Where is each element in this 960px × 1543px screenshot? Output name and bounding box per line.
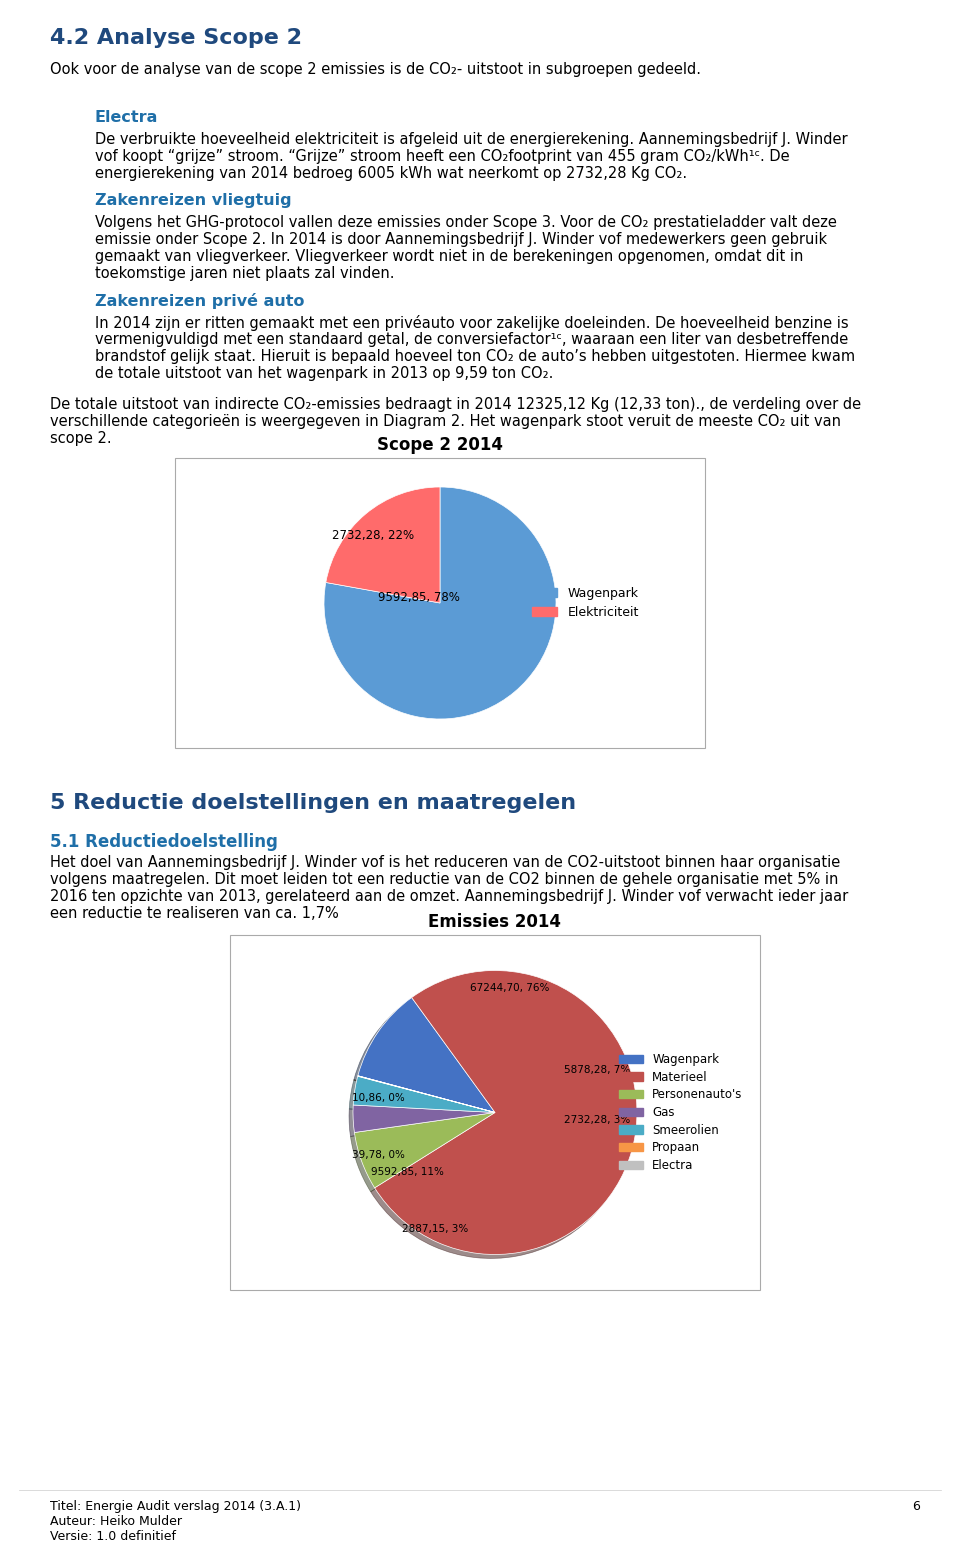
Wedge shape bbox=[353, 1105, 495, 1133]
Text: Auteur: Heiko Mulder: Auteur: Heiko Mulder bbox=[50, 1515, 182, 1528]
Text: gemaakt van vliegverkeer. Vliegverkeer wordt niet in de berekeningen opgenomen, : gemaakt van vliegverkeer. Vliegverkeer w… bbox=[95, 248, 804, 264]
Title: Scope 2 2014: Scope 2 2014 bbox=[377, 435, 503, 454]
Text: 5 Reductie doelstellingen en maatregelen: 5 Reductie doelstellingen en maatregelen bbox=[50, 793, 576, 813]
Text: 9592,85, 78%: 9592,85, 78% bbox=[378, 591, 460, 603]
Text: Zakenreizen privé auto: Zakenreizen privé auto bbox=[95, 293, 304, 309]
Wedge shape bbox=[354, 1113, 495, 1188]
Text: 2732,28, 22%: 2732,28, 22% bbox=[331, 529, 414, 542]
Text: de totale uitstoot van het wagenpark in 2013 op 9,59 ton CO₂.: de totale uitstoot van het wagenpark in … bbox=[95, 366, 553, 381]
Wedge shape bbox=[358, 1075, 495, 1113]
Text: In 2014 zijn er ritten gemaakt met een privéauto voor zakelijke doeleinden. De h: In 2014 zijn er ritten gemaakt met een p… bbox=[95, 315, 849, 332]
Text: vof koopt “grijze” stroom. “Grijze” stroom heeft een CO₂footprint van 455 gram C: vof koopt “grijze” stroom. “Grijze” stro… bbox=[95, 150, 790, 164]
Text: Titel: Energie Audit verslag 2014 (3.A.1): Titel: Energie Audit verslag 2014 (3.A.1… bbox=[50, 1500, 301, 1514]
Text: 6: 6 bbox=[912, 1500, 920, 1514]
Text: De totale uitstoot van indirecte CO₂-emissies bedraagt in 2014 12325,12 Kg (12,3: De totale uitstoot van indirecte CO₂-emi… bbox=[50, 397, 861, 412]
Wedge shape bbox=[325, 488, 440, 603]
Text: scope 2.: scope 2. bbox=[50, 430, 111, 446]
Text: 5.1 Reductiedoelstelling: 5.1 Reductiedoelstelling bbox=[50, 833, 277, 852]
Text: verschillende categorieën is weergegeven in Diagram 2. Het wagenpark stoot verui: verschillende categorieën is weergegeven… bbox=[50, 414, 841, 429]
Wedge shape bbox=[358, 1075, 495, 1113]
Wedge shape bbox=[353, 1075, 495, 1113]
Title: Emissies 2014: Emissies 2014 bbox=[428, 912, 562, 930]
FancyBboxPatch shape bbox=[230, 935, 760, 1290]
Text: Volgens het GHG-protocol vallen deze emissies onder Scope 3. Voor de CO₂ prestat: Volgens het GHG-protocol vallen deze emi… bbox=[95, 214, 837, 230]
Text: een reductie te realiseren van ca. 1,7%: een reductie te realiseren van ca. 1,7% bbox=[50, 906, 339, 921]
Legend: Wagenpark, Elektriciteit: Wagenpark, Elektriciteit bbox=[527, 582, 644, 623]
Text: vermenigvuldigd met een standaard getal, de conversiefactor¹ᶜ, waaraan een liter: vermenigvuldigd met een standaard getal,… bbox=[95, 332, 849, 347]
Text: Zakenreizen vliegtuig: Zakenreizen vliegtuig bbox=[95, 193, 292, 208]
Text: volgens maatregelen. Dit moet leiden tot een reductie van de CO2 binnen de gehel: volgens maatregelen. Dit moet leiden tot… bbox=[50, 872, 838, 887]
Text: brandstof gelijk staat. Hieruit is bepaald hoeveel ton CO₂ de auto’s hebben uitg: brandstof gelijk staat. Hieruit is bepaa… bbox=[95, 349, 855, 364]
Text: 67244,70, 76%: 67244,70, 76% bbox=[469, 983, 549, 992]
Text: 9592,85, 11%: 9592,85, 11% bbox=[371, 1167, 444, 1177]
Text: emissie onder Scope 2. In 2014 is door Aannemingsbedrijf J. Winder vof medewerke: emissie onder Scope 2. In 2014 is door A… bbox=[95, 231, 828, 247]
Text: 2887,15, 3%: 2887,15, 3% bbox=[402, 1224, 468, 1234]
Text: 39,78, 0%: 39,78, 0% bbox=[352, 1150, 405, 1160]
Text: 5878,28, 7%: 5878,28, 7% bbox=[564, 1065, 631, 1075]
Legend: Wagenpark, Materieel, Personenauto's, Gas, Smeerolien, Propaan, Electra: Wagenpark, Materieel, Personenauto's, Ga… bbox=[614, 1048, 748, 1177]
Wedge shape bbox=[374, 971, 637, 1254]
Text: 4.2 Analyse Scope 2: 4.2 Analyse Scope 2 bbox=[50, 28, 302, 48]
Wedge shape bbox=[358, 997, 495, 1113]
Text: energierekening van 2014 bedroeg 6005 kWh wat neerkomt op 2732,28 Kg CO₂.: energierekening van 2014 bedroeg 6005 kW… bbox=[95, 167, 687, 181]
Text: Ook voor de analyse van de scope 2 emissies is de CO₂- uitstoot in subgroepen ge: Ook voor de analyse van de scope 2 emiss… bbox=[50, 62, 701, 77]
Text: 2016 ten opzichte van 2013, gerelateerd aan de omzet. Aannemingsbedrijf J. Winde: 2016 ten opzichte van 2013, gerelateerd … bbox=[50, 889, 849, 904]
FancyBboxPatch shape bbox=[175, 458, 705, 748]
Text: 10,86, 0%: 10,86, 0% bbox=[352, 1094, 405, 1103]
Wedge shape bbox=[324, 488, 556, 719]
Text: De verbruikte hoeveelheid elektriciteit is afgeleid uit de energierekening. Aann: De verbruikte hoeveelheid elektriciteit … bbox=[95, 133, 848, 147]
Text: Versie: 1.0 definitief: Versie: 1.0 definitief bbox=[50, 1531, 176, 1543]
Text: Electra: Electra bbox=[95, 110, 158, 125]
Text: toekomstige jaren niet plaats zal vinden.: toekomstige jaren niet plaats zal vinden… bbox=[95, 265, 395, 281]
Text: 2732,28, 3%: 2732,28, 3% bbox=[564, 1114, 631, 1125]
Text: Het doel van Aannemingsbedrijf J. Winder vof is het reduceren van de CO2-uitstoo: Het doel van Aannemingsbedrijf J. Winder… bbox=[50, 855, 840, 870]
